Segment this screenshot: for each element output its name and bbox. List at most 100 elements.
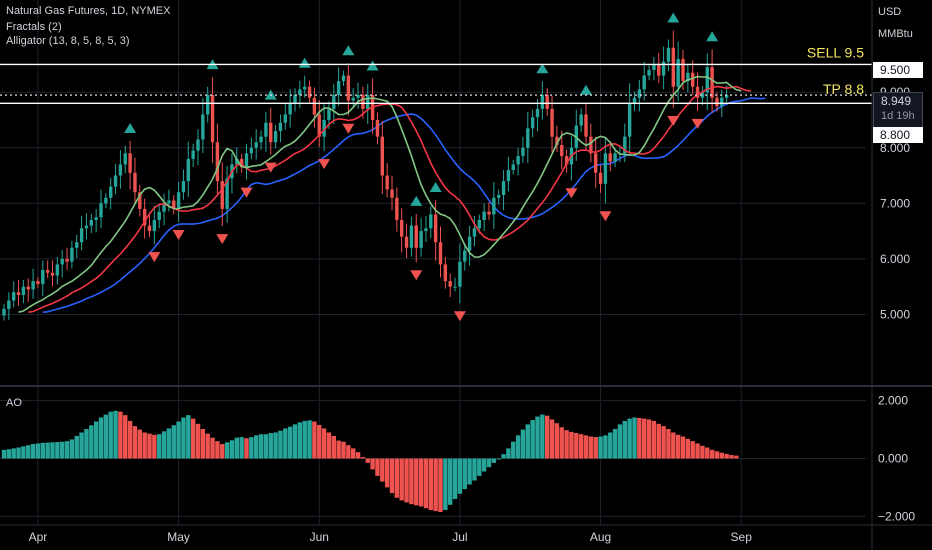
candle-body[interactable]	[123, 153, 127, 165]
candle-body[interactable]	[75, 242, 79, 248]
ao-bar[interactable]	[598, 436, 603, 459]
ao-bar[interactable]	[433, 458, 438, 512]
candle-body[interactable]	[244, 153, 249, 168]
ao-bar[interactable]	[302, 420, 307, 459]
ao-bar[interactable]	[268, 433, 273, 459]
candle-body[interactable]	[31, 281, 35, 290]
ao-bar[interactable]	[55, 442, 60, 459]
ao-bar[interactable]	[486, 458, 492, 468]
ao-bar[interactable]	[307, 420, 312, 459]
ao-bar[interactable]	[724, 453, 729, 459]
candle-body[interactable]	[94, 217, 98, 220]
candle-body[interactable]	[433, 214, 438, 243]
ao-bar[interactable]	[74, 435, 79, 459]
ao-bar[interactable]	[603, 435, 608, 459]
candle-body[interactable]	[603, 153, 608, 184]
ao-bar[interactable]	[409, 458, 414, 505]
ao-bar[interactable]	[190, 418, 196, 459]
ao-bar[interactable]	[389, 458, 395, 494]
candle-body[interactable]	[642, 75, 646, 90]
candle-body[interactable]	[501, 181, 506, 195]
candle-body[interactable]	[545, 95, 549, 109]
ao-bar[interactable]	[394, 458, 400, 498]
ao-bar[interactable]	[617, 424, 623, 459]
ao-bar[interactable]	[734, 455, 739, 459]
horizontal-levels[interactable]: SELL 9.5 TP 8.8	[0, 44, 872, 105]
ao-bar[interactable]	[646, 419, 652, 459]
ao-bar[interactable]	[331, 435, 336, 459]
candle-body[interactable]	[623, 136, 627, 154]
ao-bar[interactable]	[695, 443, 700, 459]
ao-bar[interactable]	[559, 427, 564, 459]
candlestick-series[interactable]	[2, 30, 729, 321]
ao-histogram[interactable]	[1, 410, 739, 512]
ao-bar[interactable]	[283, 428, 288, 459]
ao-bar[interactable]	[452, 458, 458, 499]
candle-body[interactable]	[113, 175, 118, 187]
candle-body[interactable]	[16, 292, 21, 295]
ao-bar[interactable]	[215, 441, 220, 459]
ao-bar[interactable]	[273, 432, 278, 459]
ao-bar[interactable]	[45, 442, 50, 459]
ao-bar[interactable]	[30, 444, 36, 459]
candle-body[interactable]	[278, 122, 283, 132]
candle-body[interactable]	[317, 114, 321, 137]
ao-bar[interactable]	[195, 423, 201, 459]
candle-body[interactable]	[695, 86, 700, 98]
ao-bar[interactable]	[428, 458, 433, 510]
ao-bar[interactable]	[671, 432, 676, 459]
ao-bar[interactable]	[380, 458, 385, 482]
ao-bar[interactable]	[661, 426, 666, 459]
ao-bar[interactable]	[161, 431, 167, 459]
ao-bar[interactable]	[1, 449, 7, 459]
candle-body[interactable]	[506, 170, 511, 182]
candle-body[interactable]	[147, 225, 152, 232]
ao-bar[interactable]	[89, 425, 94, 459]
ao-bar[interactable]	[501, 454, 506, 459]
ao-bar[interactable]	[40, 442, 45, 459]
candle-body[interactable]	[336, 81, 341, 95]
ao-bar[interactable]	[312, 421, 317, 459]
tp-annotation[interactable]: TP 8.8	[823, 81, 864, 97]
ao-bar[interactable]	[627, 418, 632, 459]
ao-bar[interactable]	[98, 417, 104, 459]
ao-bar[interactable]	[181, 417, 186, 459]
ao-bar[interactable]	[608, 432, 613, 459]
ao-bar[interactable]	[729, 455, 734, 459]
ao-bar[interactable]	[132, 426, 138, 459]
candle-body[interactable]	[652, 64, 656, 70]
ao-bar[interactable]	[123, 415, 128, 459]
ao-bar[interactable]	[292, 424, 298, 459]
candle-body[interactable]	[550, 108, 554, 137]
candle-body[interactable]	[724, 95, 729, 98]
ao-bar[interactable]	[176, 421, 181, 459]
ao-bar[interactable]	[287, 426, 293, 459]
candle-body[interactable]	[482, 211, 486, 220]
candle-body[interactable]	[681, 58, 685, 82]
ao-bar[interactable]	[448, 458, 453, 505]
ao-bar[interactable]	[477, 458, 482, 476]
ao-bar[interactable]	[666, 429, 671, 459]
ao-bar[interactable]	[549, 419, 555, 459]
candle-body[interactable]	[273, 131, 278, 143]
candle-body[interactable]	[584, 114, 588, 137]
candle-body[interactable]	[293, 95, 297, 104]
candle-body[interactable]	[700, 92, 705, 98]
candle-body[interactable]	[395, 197, 399, 220]
candle-body[interactable]	[598, 172, 603, 184]
candle-body[interactable]	[467, 236, 472, 251]
candle-body[interactable]	[521, 147, 525, 157]
candle-body[interactable]	[186, 158, 190, 182]
candle-body[interactable]	[463, 250, 467, 262]
candle-body[interactable]	[356, 95, 360, 98]
candle-body[interactable]	[497, 195, 501, 198]
candle-body[interactable]	[332, 95, 336, 109]
ao-bar[interactable]	[515, 435, 521, 459]
candle-body[interactable]	[647, 70, 651, 76]
candle-body[interactable]	[579, 114, 583, 126]
candle-body[interactable]	[540, 95, 545, 109]
candle-body[interactable]	[36, 281, 40, 284]
fractals-legend[interactable]: Fractals (2)	[6, 21, 62, 33]
ao-bar[interactable]	[60, 441, 65, 459]
ao-bar[interactable]	[205, 433, 210, 459]
